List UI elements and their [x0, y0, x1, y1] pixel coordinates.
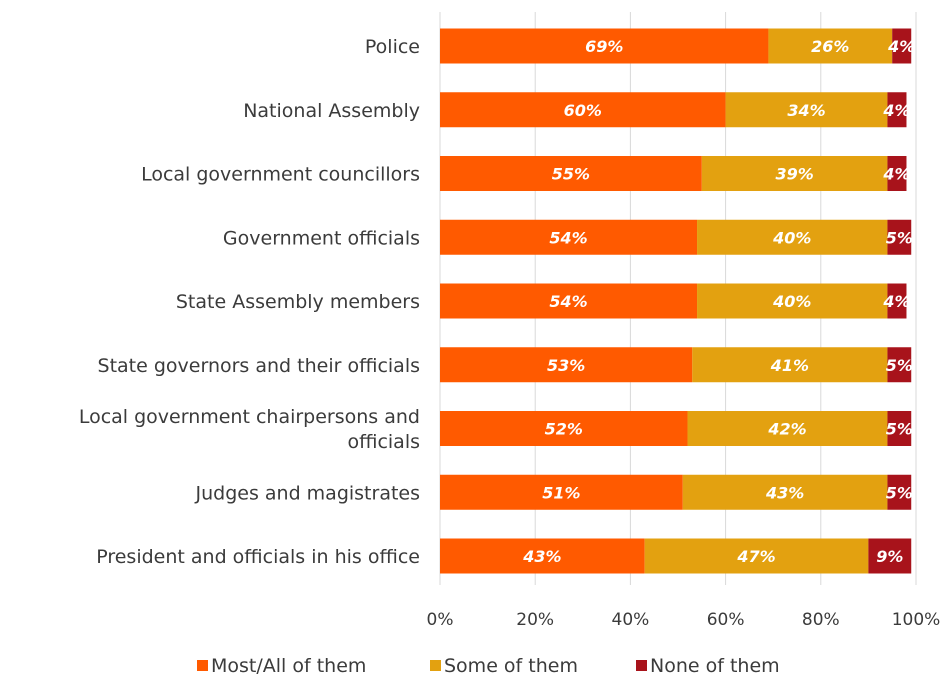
category-label: Government officials — [223, 227, 420, 249]
data-label: 5% — [886, 228, 913, 247]
x-tick-label: 100% — [892, 610, 941, 630]
bar-segment — [440, 347, 693, 383]
bar-segment — [768, 28, 893, 64]
category-label: Judges and magistrates — [194, 482, 420, 504]
data-label: 5% — [886, 420, 913, 439]
category-label: Local government chairpersons and — [79, 406, 420, 428]
legend-label: Some of them — [444, 655, 578, 677]
x-axis-tick-labels: 0% 20% 40% 60% 80% 100% — [427, 610, 941, 630]
data-label: 4% — [882, 101, 910, 120]
category-labels: Police National Assembly Local government … — [79, 36, 420, 568]
category-label: Local government councillors — [141, 164, 420, 186]
data-label: 54% — [549, 228, 587, 247]
bar-segment — [887, 92, 907, 128]
bar-segment — [440, 156, 702, 191]
data-label: 54% — [549, 292, 587, 311]
bar-segment — [887, 219, 912, 255]
bar-segment — [687, 411, 888, 446]
bar-segment — [701, 156, 888, 191]
legend-label: Most/All of them — [211, 655, 366, 677]
legend-swatch — [197, 660, 208, 671]
legend: Most/All of them Some of them None of them — [197, 655, 780, 677]
data-label: 43% — [765, 483, 804, 502]
bar-segment — [440, 538, 645, 574]
x-tick-label: 40% — [612, 610, 650, 630]
bar-segment — [697, 283, 888, 319]
legend-label: None of them — [650, 655, 780, 677]
bar-segment — [440, 411, 688, 446]
data-label: 4% — [882, 292, 910, 311]
data-label: 39% — [775, 165, 813, 184]
data-label: 4% — [887, 37, 915, 56]
x-tick-label: 20% — [516, 610, 554, 630]
category-label: President and officials in his office — [96, 546, 420, 568]
bar-segment — [887, 283, 907, 319]
bar-segment — [440, 92, 726, 128]
data-label: 40% — [772, 228, 811, 247]
data-label: 53% — [547, 356, 585, 375]
data-label: 52% — [545, 420, 583, 439]
bar-segment — [440, 219, 698, 255]
bar-segment — [887, 411, 912, 446]
data-label: 51% — [542, 483, 580, 502]
bar-segment — [440, 283, 698, 319]
bar-segment — [887, 347, 912, 383]
category-label: Police — [365, 36, 420, 58]
bar-segment — [697, 219, 888, 255]
x-tick-label: 0% — [427, 610, 454, 630]
bar-segment — [692, 347, 888, 383]
x-tick-label: 60% — [707, 610, 745, 630]
data-label: 40% — [772, 292, 811, 311]
bar-segment — [682, 474, 888, 510]
data-label: 60% — [564, 101, 602, 120]
category-label: National Assembly — [243, 100, 420, 122]
bar-segment — [887, 156, 907, 191]
data-label: 41% — [770, 356, 809, 375]
bar-segment — [644, 538, 869, 574]
category-label: State Assembly members — [176, 291, 420, 313]
bar-segment — [892, 28, 912, 64]
data-label: 4% — [882, 165, 910, 184]
x-tick-label: 80% — [802, 610, 840, 630]
legend-swatch — [636, 660, 647, 671]
data-label: 26% — [811, 37, 849, 56]
data-label: 55% — [552, 165, 590, 184]
data-label: 47% — [736, 547, 775, 566]
data-label: 5% — [886, 356, 913, 375]
legend-swatch — [430, 660, 441, 671]
bars: 69% 26% 4% 60% 34% 4% 55% 39% 4% 54% 40% 5% 54% 40% 4%… — [440, 28, 915, 574]
bar-segment — [440, 28, 769, 64]
data-label: 42% — [767, 420, 806, 439]
bar-segment — [868, 538, 912, 574]
data-label: 69% — [585, 37, 623, 56]
bar-segment — [440, 474, 683, 510]
data-label: 34% — [787, 101, 825, 120]
data-label: 43% — [522, 547, 561, 566]
category-label: officials — [347, 431, 420, 453]
bar-segment — [725, 92, 888, 128]
data-label: 9% — [876, 547, 903, 566]
category-label: State governors and their officials — [98, 355, 420, 377]
data-label: 5% — [886, 483, 913, 502]
bar-segment — [887, 474, 912, 510]
